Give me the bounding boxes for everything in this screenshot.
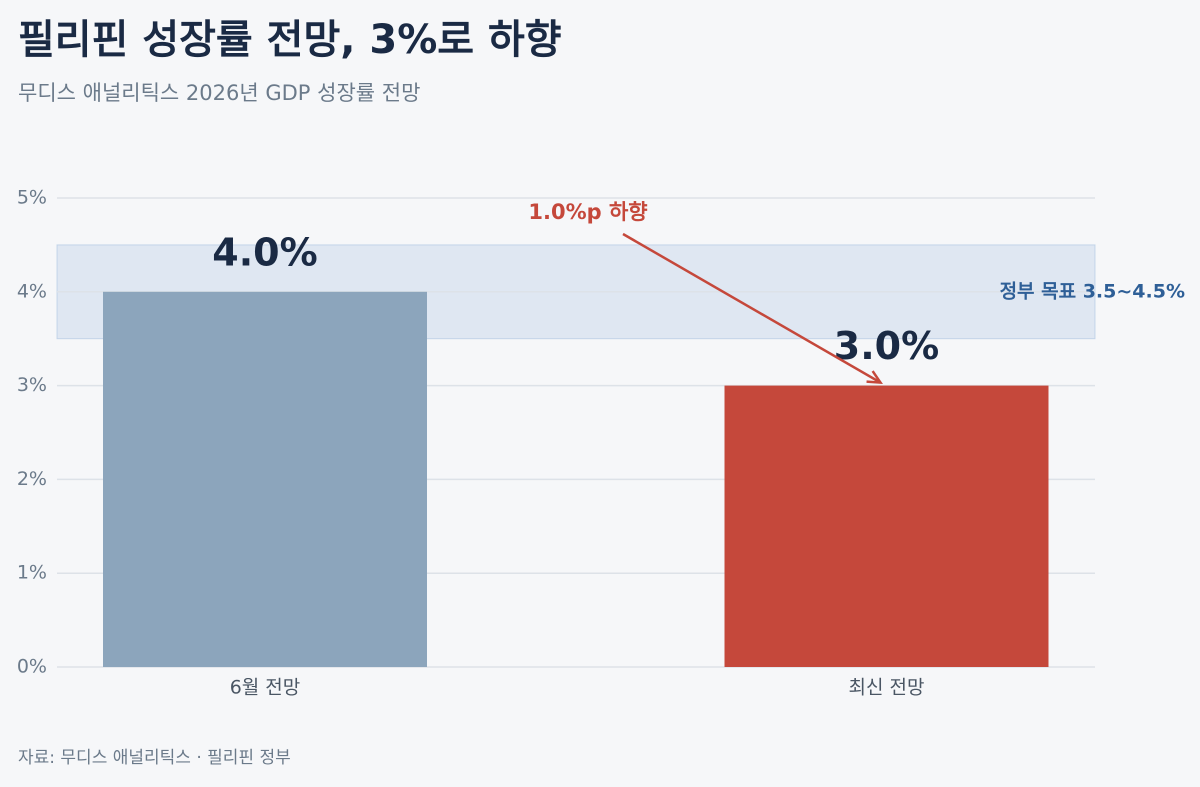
x-tick-label: 6월 전망 [230, 677, 301, 699]
arrow-head [866, 370, 883, 385]
y-tick-label: 5% [17, 187, 47, 209]
value-label: 4.0% [212, 230, 317, 274]
y-tick-label: 3% [17, 374, 47, 396]
target-label: 정부 목표 3.5~4.5% [1000, 280, 1185, 302]
y-tick-label: 1% [17, 562, 47, 584]
y-tick-label: 2% [17, 468, 47, 490]
x-tick-label: 최신 전망 [849, 677, 925, 699]
bar [103, 291, 427, 667]
chart-title: 필리핀 성장률 전망, 3%로 하향 [18, 17, 562, 63]
chart-subtitle: 무디스 애널리틱스 2026년 GDP 성장률 전망 [18, 81, 420, 105]
annotation-arrow [622, 232, 882, 384]
source: 자료: 무디스 애널리틱스 · 필리핀 정부 [18, 748, 291, 768]
y-tick-label: 0% [17, 656, 47, 678]
bar [724, 385, 1049, 667]
y-tick-label: 4% [17, 280, 47, 302]
annotation: 1.0%p 하향 [528, 200, 647, 224]
value-label: 3.0% [834, 324, 939, 368]
